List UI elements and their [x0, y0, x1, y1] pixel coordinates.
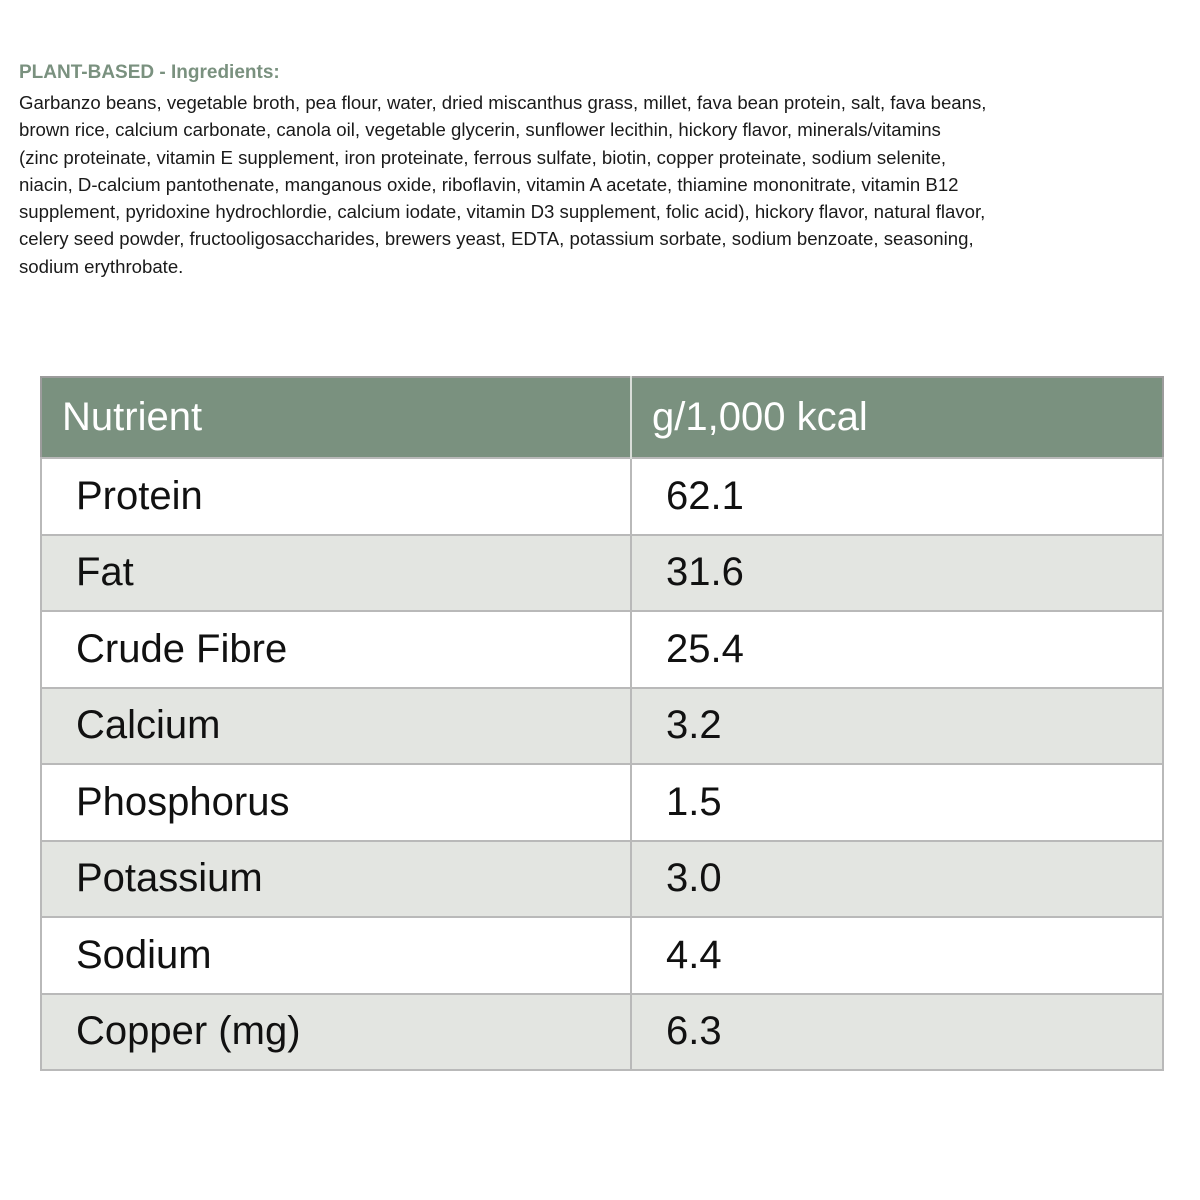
- nutrient-value: 62.1: [630, 457, 1164, 536]
- table-row: Potassium 3.0: [40, 839, 1164, 918]
- table-row: Calcium 3.2: [40, 686, 1164, 765]
- ingredients-line: brown rice, calcium carbonate, canola oi…: [19, 119, 941, 141]
- ingredients-line: Garbanzo beans, vegetable broth, pea flo…: [19, 92, 987, 113]
- ingredients-line: supplement, pyridoxine hydrochlordie, ca…: [19, 201, 986, 223]
- ingredients-line: niacin, D-calcium pantothenate, manganou…: [19, 173, 959, 195]
- nutrient-value: 1.5: [630, 763, 1164, 842]
- ingredients-line: celery seed powder, fructooligosaccharid…: [19, 228, 974, 250]
- table-header-row: Nutrient g/1,000 kcal: [41, 377, 1163, 458]
- table-row: Crude Fibre 25.4: [40, 610, 1164, 689]
- table-row: Phosphorus 1.5: [40, 763, 1164, 842]
- header-nutrient: Nutrient: [41, 377, 632, 458]
- nutrient-name: Phosphorus: [40, 763, 632, 842]
- table-row: Sodium 4.4: [40, 916, 1164, 995]
- nutrient-value: 3.2: [630, 686, 1164, 765]
- nutrient-name: Crude Fibre: [40, 610, 632, 689]
- header-value: g/1,000 kcal: [631, 377, 1163, 458]
- ingredients-text: Garbanzo beans, vegetable broth, pea flo…: [19, 89, 986, 280]
- table-row: Copper (mg) 6.3: [40, 992, 1164, 1071]
- nutrient-value: 31.6: [630, 533, 1164, 612]
- nutrient-value: 3.0: [630, 839, 1164, 918]
- table-row: Protein 62.1: [40, 457, 1164, 536]
- nutrient-name: Sodium: [40, 916, 632, 995]
- table-row: Fat 31.6: [40, 533, 1164, 612]
- nutrient-table: Nutrient g/1,000 kcal Protein 62.1 Fat 31.6…: [40, 376, 1164, 1071]
- nutrient-value: 25.4: [630, 610, 1164, 689]
- ingredients-line: sodium erythrobate.: [19, 255, 184, 277]
- ingredients-heading: PLANT-BASED - Ingredients:: [19, 62, 280, 83]
- nutrient-value: 4.4: [630, 916, 1164, 995]
- nutrient-name: Protein: [40, 457, 632, 536]
- ingredients-line: (zinc proteinate, vitamin E supplement, …: [19, 146, 947, 168]
- nutrient-value: 6.3: [630, 992, 1164, 1071]
- nutrient-name: Calcium: [40, 686, 632, 765]
- nutrient-name: Copper (mg): [40, 992, 632, 1071]
- nutrient-name: Potassium: [40, 839, 632, 918]
- nutrient-name: Fat: [40, 533, 632, 612]
